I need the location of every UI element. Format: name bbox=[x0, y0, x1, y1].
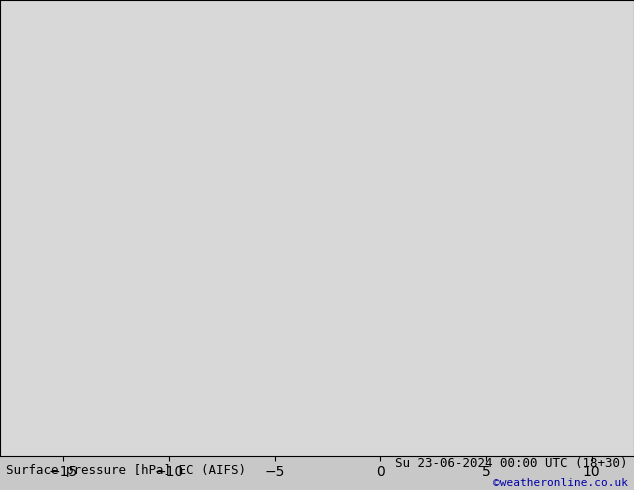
Text: Surface pressure [hPa] EC (AIFS): Surface pressure [hPa] EC (AIFS) bbox=[6, 464, 247, 477]
Text: ©weatheronline.co.uk: ©weatheronline.co.uk bbox=[493, 478, 628, 488]
Text: Su 23-06-2024 00:00 UTC (18+30): Su 23-06-2024 00:00 UTC (18+30) bbox=[395, 457, 628, 469]
